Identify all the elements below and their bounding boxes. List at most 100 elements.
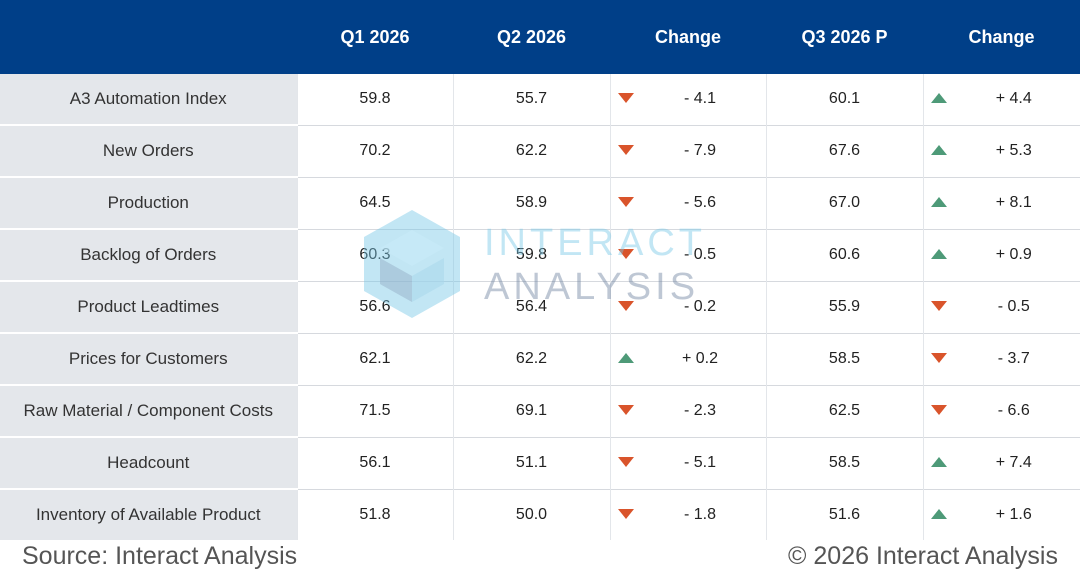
q2-value: 51.1: [452, 436, 610, 489]
change-q2-cell: - 5.1: [609, 436, 766, 489]
q1-value-text: 71.5: [359, 402, 391, 419]
q3-value: 58.5: [765, 332, 923, 385]
row-label: Inventory of Available Product: [0, 488, 297, 540]
row-label-text: New Orders: [102, 141, 194, 160]
q1-value-text: 60.3: [359, 246, 391, 263]
q3-value: 60.1: [765, 74, 923, 125]
down-arrow-icon: [617, 301, 634, 311]
row-label: Raw Material / Component Costs: [0, 384, 297, 437]
q1-value: 62.1: [296, 332, 453, 385]
source-note: Source: Interact Analysis: [22, 542, 298, 570]
table-row: Prices for Customers 62.1 62.2 + 0.2 58.5 - 3…: [0, 332, 1080, 385]
table-row: New Orders 70.2 62.2 - 7.9 67.6 + 5.3: [0, 124, 1080, 177]
q3-value-text: 60.6: [828, 246, 861, 263]
q2-value-text: 51.1: [515, 454, 548, 471]
change-q3-cell-text: + 4.4: [995, 90, 1032, 108]
row-label-text: Raw Material / Component Costs: [23, 401, 273, 420]
change-q2-cell-text: - 4.1: [683, 90, 716, 108]
row-label: A3 Automation Index: [0, 74, 297, 125]
q1-value-text: 70.2: [359, 142, 391, 159]
column-header-q2: Q2 2026: [453, 0, 610, 74]
row-label: Prices for Customers: [0, 332, 297, 385]
column-header-q1: Q1 2026: [297, 0, 453, 74]
change-q2-cell: - 0.2: [609, 280, 766, 333]
down-arrow-icon: [617, 145, 634, 155]
table-row: Raw Material / Component Costs 71.5 69.1 - …: [0, 384, 1080, 437]
q3-value: 58.5: [765, 436, 923, 489]
change-q3-cell: - 0.5: [922, 280, 1080, 333]
column-header-change-1: Change: [610, 0, 766, 74]
q2-value-text: 62.2: [515, 142, 548, 159]
change-q3-cell: + 7.4: [922, 436, 1080, 489]
change-q2-cell-text: - 7.9: [683, 142, 716, 159]
change-q2-cell: - 5.6: [609, 176, 766, 229]
row-label-text: Product Leadtimes: [77, 297, 220, 316]
change-q2-cell: - 0.5: [609, 228, 766, 281]
q3-value-text: 60.1: [828, 90, 861, 108]
header-row: Q1 2026 Q2 2026 Change Q3 2026 P Change: [0, 0, 1080, 74]
table-row: A3 Automation Index 59.8 55.7 - 4.1 60.1 + 4.…: [0, 74, 1080, 125]
change-q2-cell: + 0.2: [609, 332, 766, 385]
change-q2-cell-text: + 0.2: [681, 350, 719, 367]
down-arrow-icon: [617, 197, 634, 207]
copyright-note: © 2026 Interact Analysis: [788, 542, 1058, 570]
q1-value: 56.6: [296, 280, 453, 333]
change-q2-cell-text: - 0.2: [683, 298, 716, 315]
table-row: Backlog of Orders 60.3 59.8 - 0.5 60.6 + 0.9: [0, 228, 1080, 281]
row-label-text: Headcount: [107, 453, 190, 472]
q3-value: 62.5: [765, 384, 923, 437]
change-q2-cell: - 1.8: [609, 488, 766, 540]
change-q2-cell-text: - 2.3: [683, 402, 716, 419]
q1-value-text: 62.1: [359, 350, 391, 367]
footer: Source: Interact Analysis © 2026 Interac…: [0, 536, 1080, 575]
q1-value: 56.1: [296, 436, 453, 489]
q3-value: 51.6: [765, 488, 923, 540]
change-q3-cell-text: + 5.3: [995, 142, 1032, 159]
q2-value-text: 69.1: [515, 402, 548, 419]
change-q3-cell: + 5.3: [922, 124, 1080, 177]
q1-value-text: 56.1: [359, 454, 391, 471]
change-q3-cell-text: - 3.7: [997, 350, 1030, 367]
row-label-text: Inventory of Available Product: [35, 505, 261, 524]
row-label-text: Production: [107, 193, 189, 212]
up-arrow-icon: [930, 145, 947, 155]
q2-value: 69.1: [452, 384, 610, 437]
change-q3-cell-text: - 0.5: [997, 298, 1030, 315]
down-arrow-icon: [617, 508, 634, 519]
up-arrow-icon: [930, 197, 947, 207]
row-label: Product Leadtimes: [0, 280, 297, 333]
change-q2-cell-text: - 1.8: [683, 505, 716, 523]
q3-value-text: 58.5: [828, 350, 861, 367]
change-q3-cell: + 4.4: [922, 74, 1080, 125]
q2-value: 55.7: [452, 74, 610, 125]
change-q3-cell: + 0.9: [922, 228, 1080, 281]
q3-value-text: 55.9: [828, 298, 861, 315]
q2-value-text: 50.0: [515, 505, 548, 523]
change-q2-cell: - 2.3: [609, 384, 766, 437]
q2-value-text: 62.2: [515, 350, 548, 367]
q3-value-text: 58.5: [828, 454, 861, 471]
q2-value-text: 59.8: [515, 246, 548, 263]
index-table: Q1 2026 Q2 2026 Change Q3 2026 P Change …: [0, 0, 1080, 540]
q2-value-text: 56.4: [515, 298, 548, 315]
q2-value-text: 58.9: [515, 194, 548, 211]
q1-value-text: 56.6: [359, 298, 391, 315]
q1-value: 59.8: [296, 74, 453, 125]
row-label: Production: [0, 176, 297, 229]
q1-value: 60.3: [296, 228, 453, 281]
change-q2-cell-text: - 0.5: [683, 246, 716, 263]
down-arrow-icon: [617, 405, 634, 415]
change-q2-cell-text: - 5.1: [683, 454, 716, 471]
q1-value: 71.5: [296, 384, 453, 437]
q3-value-text: 67.6: [828, 142, 861, 159]
q2-value: 58.9: [452, 176, 610, 229]
change-q3-cell: + 1.6: [922, 488, 1080, 540]
up-arrow-icon: [930, 508, 947, 519]
down-arrow-icon: [617, 249, 634, 259]
q3-value-text: 62.5: [828, 402, 861, 419]
down-arrow-icon: [930, 301, 947, 311]
up-arrow-icon: [617, 353, 634, 363]
q1-value: 51.8: [296, 488, 453, 540]
q2-value: 62.2: [452, 332, 610, 385]
